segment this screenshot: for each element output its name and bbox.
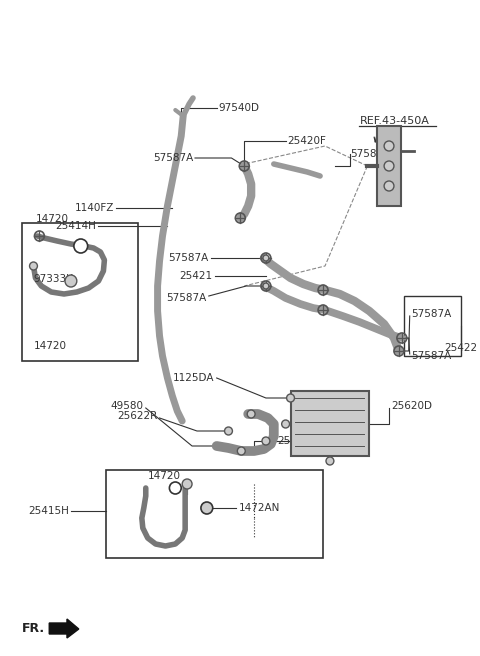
Text: 25414H: 25414H — [56, 221, 96, 231]
Text: 25630F: 25630F — [305, 436, 344, 446]
Text: 14720: 14720 — [36, 214, 69, 224]
Polygon shape — [49, 619, 79, 638]
Text: 14720: 14720 — [148, 471, 181, 481]
Circle shape — [201, 502, 213, 514]
Circle shape — [384, 141, 394, 151]
Text: REF.43-450A: REF.43-450A — [360, 116, 429, 126]
Circle shape — [263, 283, 269, 289]
Text: 57587A: 57587A — [412, 309, 452, 319]
Text: FR.: FR. — [22, 621, 45, 634]
Text: 14720: 14720 — [34, 341, 67, 351]
Circle shape — [169, 482, 181, 494]
Circle shape — [384, 161, 394, 171]
Circle shape — [225, 427, 232, 435]
Text: 25421: 25421 — [180, 271, 213, 281]
Circle shape — [237, 447, 245, 455]
Circle shape — [262, 437, 270, 445]
Circle shape — [287, 394, 294, 402]
Text: 25622R: 25622R — [117, 411, 157, 421]
Circle shape — [247, 410, 255, 418]
Bar — [404, 296, 461, 356]
Circle shape — [74, 239, 88, 253]
Text: 57587A: 57587A — [153, 153, 193, 163]
Text: 97540D: 97540D — [219, 103, 260, 113]
Circle shape — [30, 262, 37, 270]
Circle shape — [182, 479, 192, 489]
Circle shape — [263, 255, 269, 261]
Text: 57587A: 57587A — [168, 253, 209, 263]
Text: 25620D: 25620D — [391, 401, 432, 411]
Text: 1140FZ: 1140FZ — [75, 203, 114, 213]
Circle shape — [65, 275, 77, 287]
Text: 57587A: 57587A — [350, 149, 391, 159]
Bar — [290, 391, 369, 456]
Bar — [107, 470, 323, 558]
Text: 25623T: 25623T — [278, 436, 317, 446]
Text: 57587A: 57587A — [412, 351, 452, 361]
Text: 25415H: 25415H — [28, 506, 69, 516]
Text: 1472AN: 1472AN — [239, 503, 280, 513]
Text: 49580: 49580 — [111, 401, 144, 411]
Circle shape — [282, 420, 289, 428]
Text: 57587A: 57587A — [167, 293, 207, 303]
Text: 25420F: 25420F — [288, 136, 326, 146]
Bar — [22, 223, 138, 361]
Bar — [377, 126, 401, 206]
Text: 25422: 25422 — [444, 343, 478, 353]
Circle shape — [326, 457, 334, 465]
Text: 1125DA: 1125DA — [173, 373, 215, 383]
Circle shape — [384, 181, 394, 191]
Text: 97333K: 97333K — [34, 274, 73, 284]
